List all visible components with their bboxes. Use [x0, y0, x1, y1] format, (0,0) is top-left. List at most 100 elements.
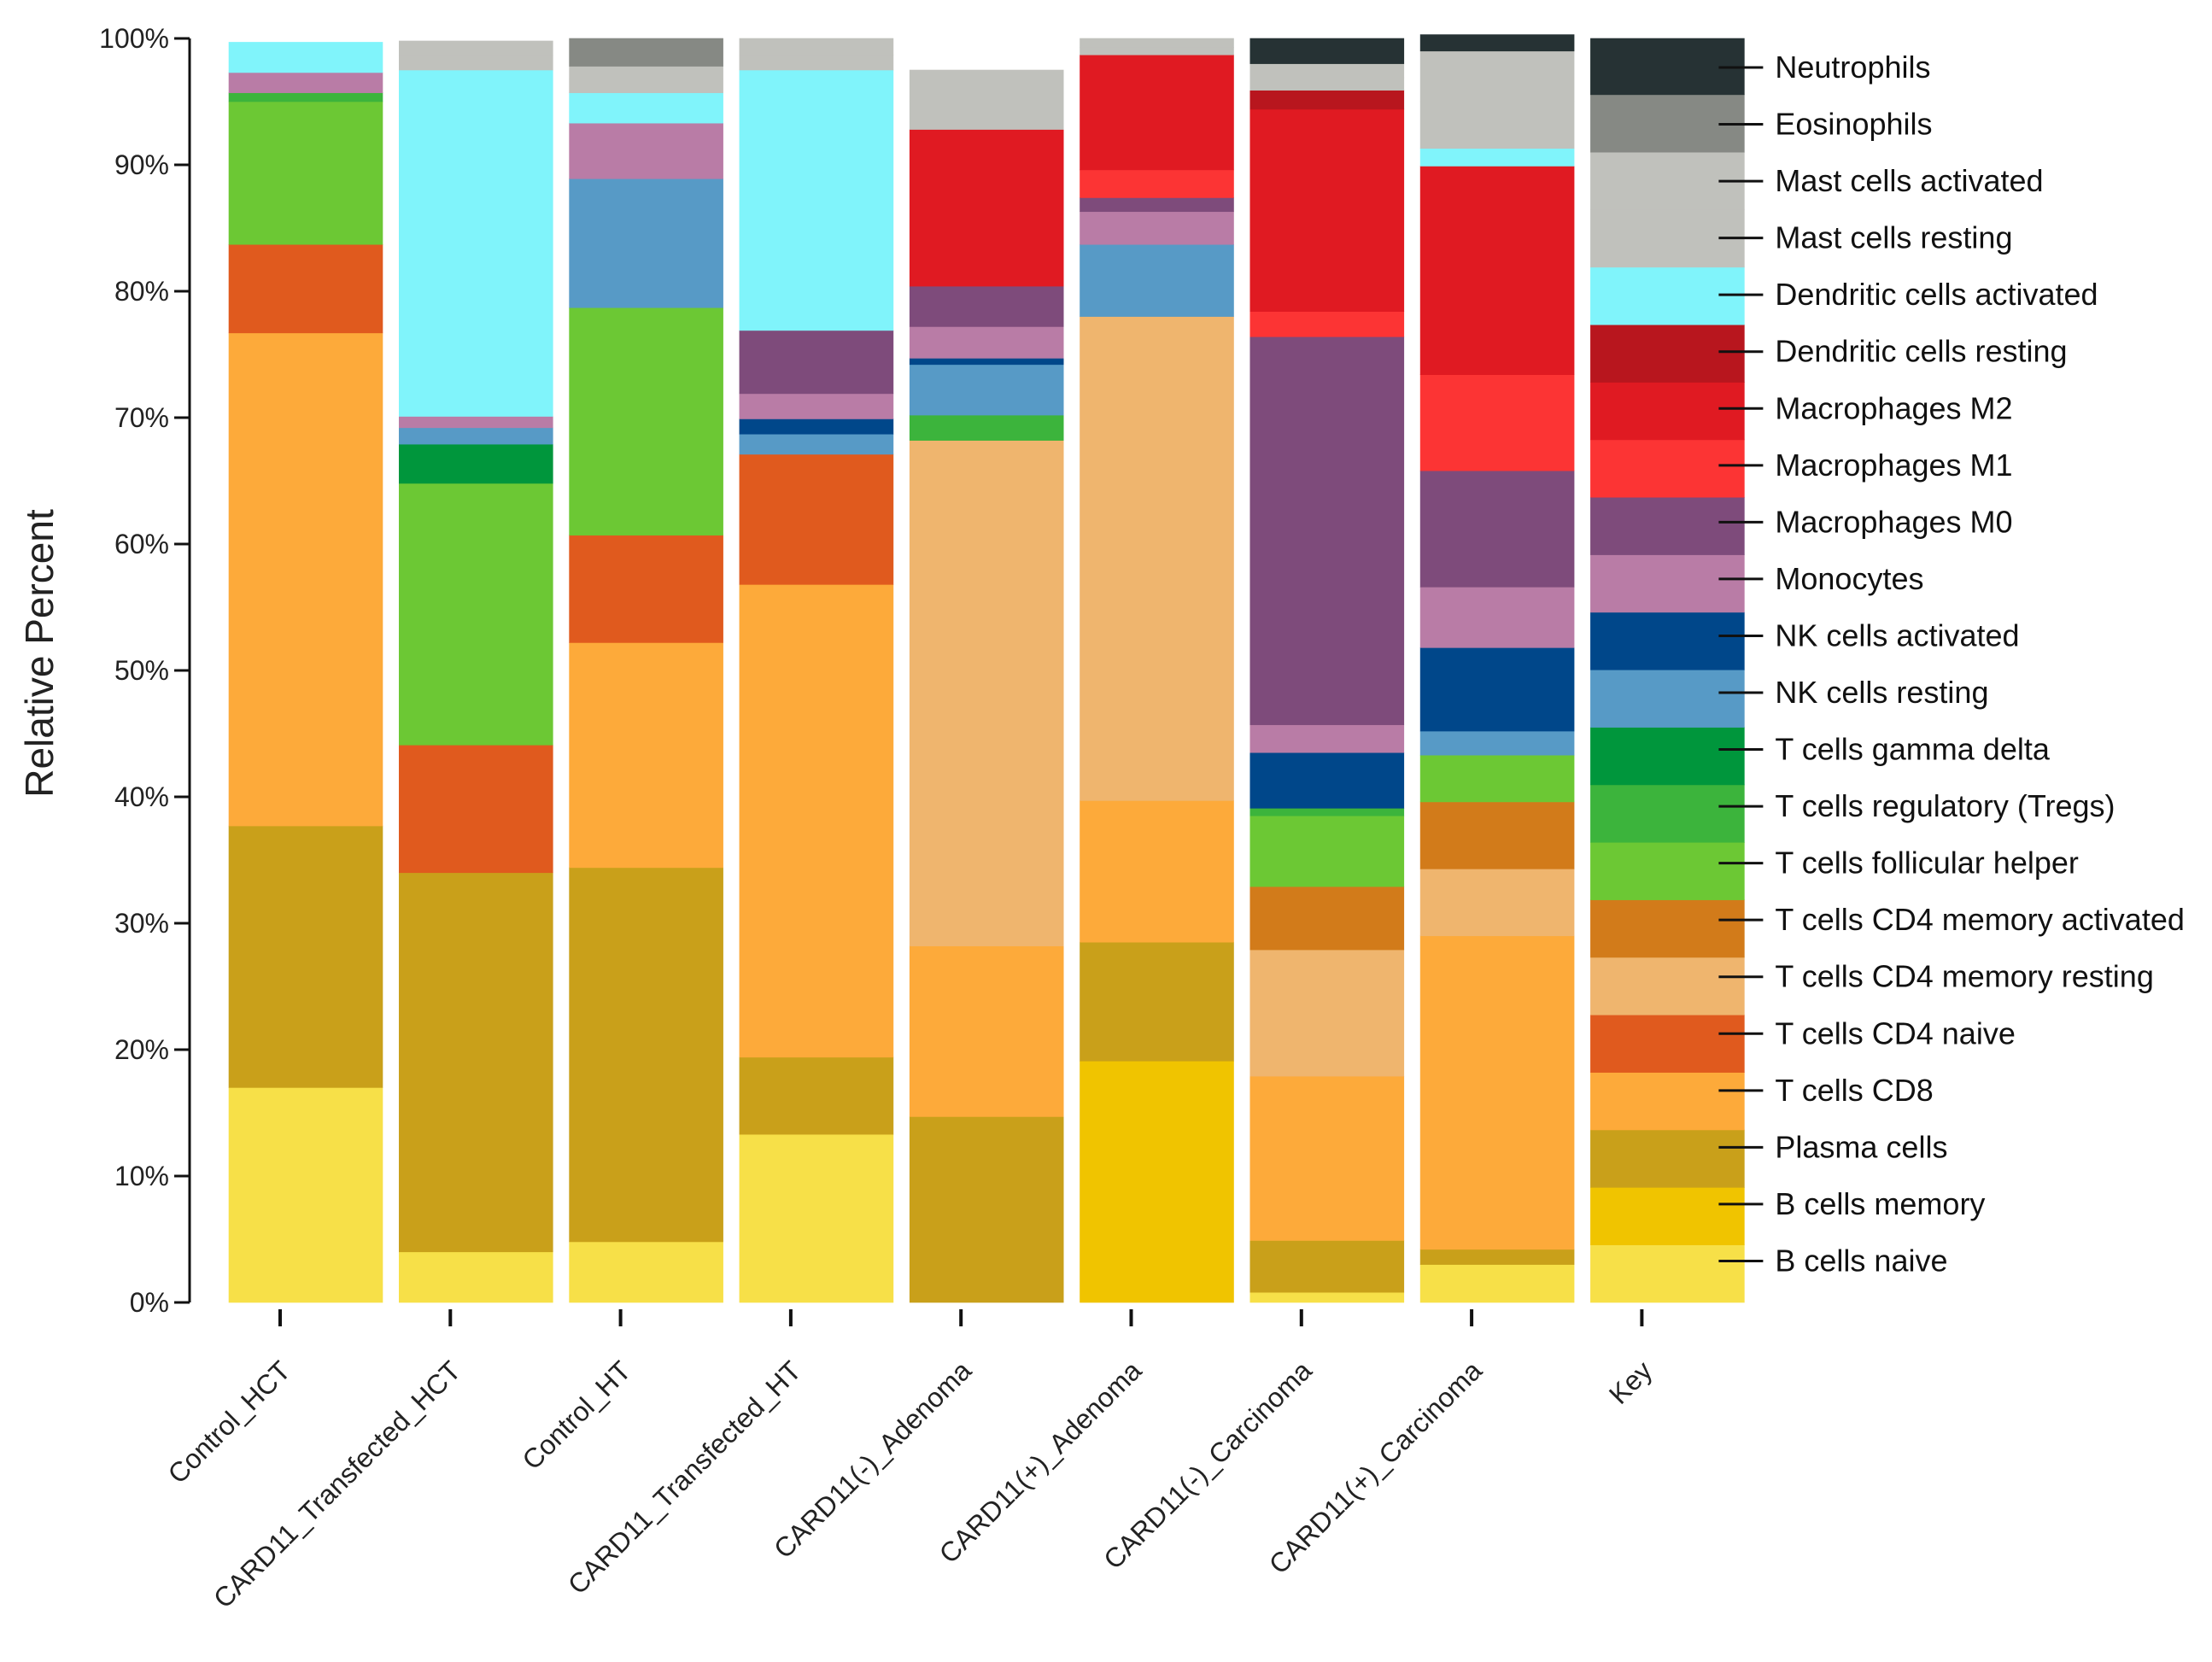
y-tick-label: 30% [114, 908, 169, 939]
bar-card11-carcinoma [1419, 34, 1575, 1303]
segment-t-cells-regulatory-tregs [909, 414, 1064, 441]
segment-monocytes [739, 393, 894, 419]
segment-t-cells-regulatory-tregs [1590, 784, 1745, 843]
segment-macrophages-m1 [1419, 374, 1575, 471]
segment-t-cells-gamma-delta [398, 443, 553, 484]
segment-plasma-cells [1590, 1129, 1745, 1188]
legend-label-macrophages-m0: Macrophages M0 [1775, 504, 2012, 539]
segment-mast-cells-activated [1080, 38, 1234, 48]
segment-t-cells-follicular-helper [1419, 754, 1575, 803]
segment-monocytes [1419, 587, 1575, 648]
segment-t-cells-cd8 [739, 584, 894, 1058]
x-tick-label: Control_HT [516, 1355, 636, 1475]
y-tick-label: 60% [114, 529, 169, 559]
segment-t-cells-follicular-helper [1249, 815, 1405, 887]
segment-nk-cells-activated [909, 358, 1064, 366]
segment-macrophages-m0 [739, 330, 894, 395]
y-tick-label: 70% [114, 402, 169, 433]
bar-card11-transfected-ht [739, 38, 894, 1303]
segment-dendritic-cells-activated [398, 69, 553, 417]
segment-macrophages-m2 [1080, 54, 1234, 171]
segment-monocytes [1080, 211, 1234, 245]
segment-monocytes [228, 72, 383, 93]
legend-label-eosinophils: Eosinophils [1775, 107, 1932, 142]
segment-dendritic-cells-activated [569, 92, 723, 124]
segment-nk-cells-resting [398, 427, 553, 445]
legend: Neutrophils Eosinophils Mast cells activat… [1718, 50, 2185, 1278]
segment-t-cells-cd8 [1080, 800, 1234, 943]
segment-mast-cells-resting [1080, 47, 1234, 56]
segment-t-cells-follicular-helper [228, 101, 383, 245]
legend-label-monocytes: Monocytes [1775, 561, 1923, 596]
segment-t-cells-cd4-naive [398, 745, 553, 874]
legend-label-dendritic-cells-activated: Dendritic cells activated [1775, 277, 2098, 312]
segment-neutrophils [1419, 34, 1575, 52]
segment-plasma-cells [228, 825, 383, 1088]
segment-mast-cells-resting [739, 54, 894, 71]
segment-monocytes [398, 416, 553, 429]
segment-b-cells-naive [569, 1241, 723, 1303]
segment-nk-cells-resting [909, 364, 1064, 416]
segment-plasma-cells [1080, 941, 1234, 1062]
segment-t-cells-cd4-memory-resting [1249, 949, 1405, 1077]
bar-key [1590, 38, 1745, 1303]
x-tick-label: Key [1603, 1355, 1658, 1409]
segment-macrophages-m2 [1419, 166, 1575, 375]
legend-label-t-cells-cd4-memory-resting: T cells CD4 memory resting [1775, 959, 2153, 994]
bar-control-hct [228, 42, 383, 1303]
segment-t-cells-cd4-memory-resting [909, 440, 1064, 946]
segment-t-cells-cd8 [1419, 935, 1575, 1250]
segment-mast-cells-activated [739, 38, 894, 56]
segment-macrophages-m1 [1249, 311, 1405, 337]
legend-label-t-cells-regulatory-tregs: T cells regulatory (Tregs) [1775, 788, 2115, 823]
segment-t-cells-cd8 [909, 945, 1064, 1117]
segment-b-cells-naive [1590, 1244, 1745, 1303]
segment-nk-cells-activated [1590, 612, 1745, 670]
legend-label-t-cells-cd8: T cells CD8 [1775, 1073, 1933, 1108]
legend-label-t-cells-cd4-memory-activated: T cells CD4 memory activated [1775, 902, 2184, 937]
segment-eosinophils [569, 38, 723, 67]
legend-label-macrophages-m1: Macrophages M1 [1775, 448, 2012, 483]
bar-card11-adenoma [909, 69, 1064, 1303]
segment-mast-cells-activated [1419, 50, 1575, 102]
segment-t-cells-cd4-memory-resting [1080, 316, 1234, 801]
segment-mast-cells-resting [398, 54, 553, 71]
segment-t-cells-cd4-naive [569, 535, 723, 643]
segment-plasma-cells [1419, 1249, 1575, 1265]
segment-t-cells-cd4-naive [1590, 1015, 1745, 1073]
segment-t-cells-cd8 [1249, 1075, 1405, 1241]
legend-label-t-cells-follicular-helper: T cells follicular helper [1775, 846, 2078, 881]
bar-control-ht [569, 38, 723, 1303]
segment-plasma-cells [398, 872, 553, 1253]
segment-t-cells-cd4-memory-activated [1590, 899, 1745, 958]
bar-card11-adenoma [1080, 38, 1234, 1303]
y-tick-label: 80% [114, 276, 169, 307]
segment-b-cells-naive [739, 1133, 894, 1303]
y-tick-label: 50% [114, 655, 169, 686]
segment-dendritic-cells-activated [1419, 148, 1575, 167]
legend-label-neutrophils: Neutrophils [1775, 50, 1930, 85]
bars [228, 34, 1745, 1303]
segment-t-cells-cd4-naive [739, 454, 894, 585]
segment-dendritic-cells-resting [1590, 324, 1745, 383]
segment-nk-cells-activated [1249, 752, 1405, 809]
segment-macrophages-m1 [1080, 169, 1234, 198]
segment-nk-cells-resting [1590, 669, 1745, 728]
y-tick-label: 20% [114, 1034, 169, 1065]
segment-t-cells-cd4-naive [228, 243, 383, 334]
segment-b-cells-naive [1249, 1291, 1405, 1303]
y-axis-title: Relative Percent [17, 509, 61, 798]
segment-mast-cells-resting [569, 79, 723, 93]
segment-neutrophils [1249, 38, 1405, 64]
segment-macrophages-m1 [1590, 439, 1745, 498]
y-axis: 0% 10% 20% 30% 40% 50% 60% 70% 80% 90% 100% [99, 23, 191, 1318]
segment-mast-cells-resting [1249, 77, 1405, 91]
segment-nk-cells-resting [1419, 730, 1575, 756]
segment-t-cells-cd4-memory-resting [1419, 869, 1575, 937]
y-tick-label: 40% [114, 781, 169, 812]
segment-plasma-cells [1249, 1240, 1405, 1293]
segment-mast-cells-activated [398, 40, 553, 56]
legend-label-macrophages-m2: Macrophages M2 [1775, 390, 2012, 425]
legend-label-nk-cells-resting: NK cells resting [1775, 675, 1988, 710]
segment-b-cells-naive [1419, 1264, 1575, 1303]
